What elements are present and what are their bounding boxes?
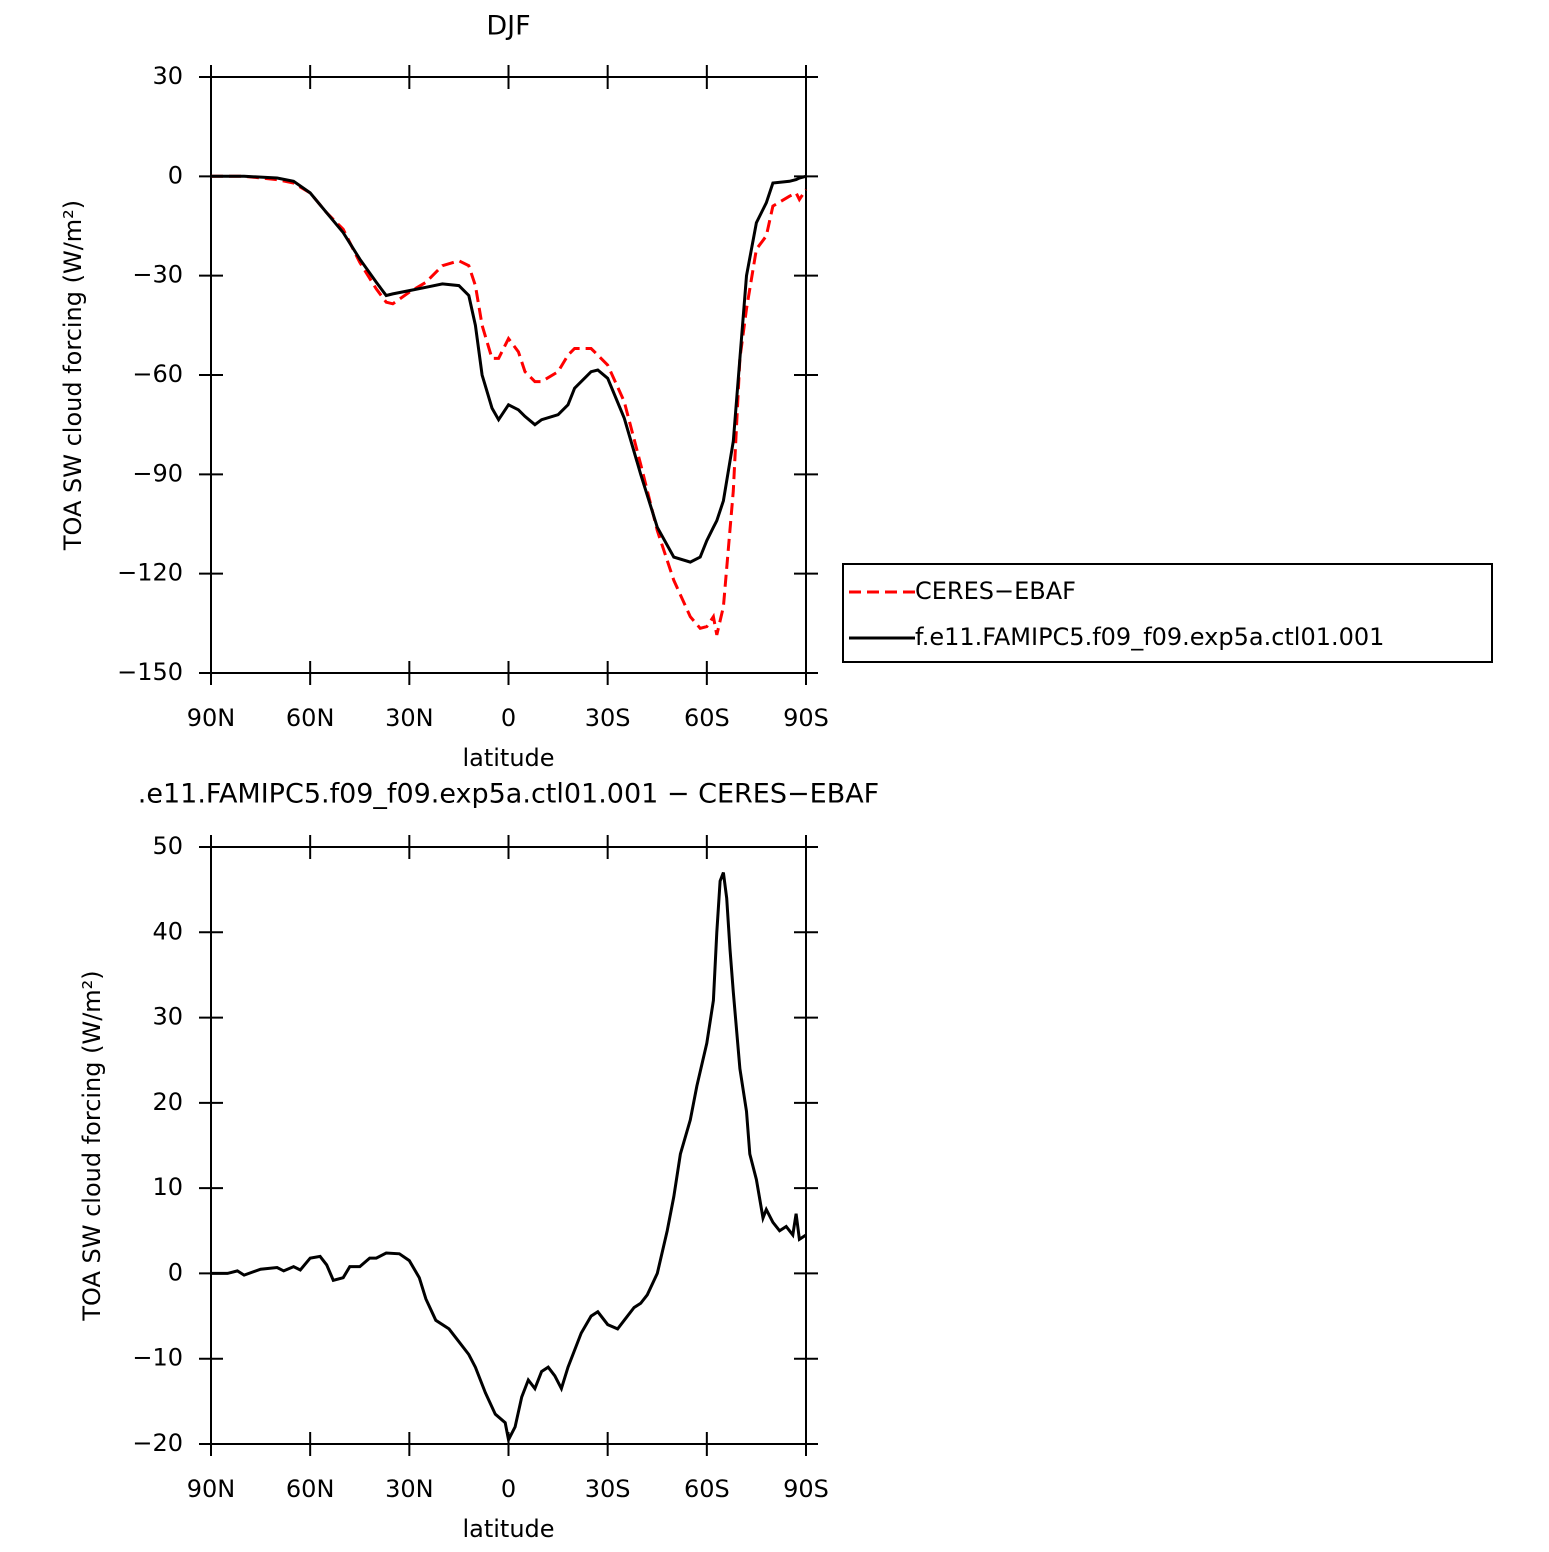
y-tick-label: −150: [117, 658, 183, 686]
y-tick-label: 40: [152, 917, 183, 945]
x-axis-label: latitude: [462, 1515, 554, 1543]
x-tick-label: 30N: [385, 1475, 434, 1503]
y-tick-label: 50: [152, 832, 183, 860]
y-tick-label: −90: [132, 459, 183, 487]
x-tick-label: 60N: [286, 704, 335, 732]
x-tick-label: 90S: [783, 704, 829, 732]
legend-label: f.e11.FAMIPC5.f09_f09.exp5a.ctl01.001: [915, 623, 1384, 651]
y-tick-label: −30: [132, 261, 183, 289]
chart-title: DJF: [486, 11, 530, 42]
x-tick-label: 90N: [187, 1475, 236, 1503]
plot-frame: [210, 76, 807, 674]
y-tick-label: 30: [152, 1003, 183, 1031]
y-tick-label: 0: [168, 161, 183, 189]
x-tick-label: 60S: [684, 1475, 730, 1503]
y-tick-label: 0: [168, 1258, 183, 1286]
y-tick-label: −60: [132, 360, 183, 388]
y-tick-label: −120: [117, 559, 183, 587]
x-tick-label: 60N: [286, 1475, 335, 1503]
legend-box: [842, 563, 1493, 663]
chart-title: .e11.FAMIPC5.f09_f09.exp5a.ctl01.001 − C…: [138, 779, 879, 810]
legend-label: CERES−EBAF: [915, 577, 1076, 605]
y-tick-label: −10: [132, 1344, 183, 1372]
y-axis-label: TOA SW cloud forcing (W/m²): [59, 200, 87, 551]
y-tick-label: 10: [152, 1173, 183, 1201]
data-line: [211, 872, 807, 1445]
x-tick-label: 90N: [187, 704, 236, 732]
x-tick-label: 60S: [684, 704, 730, 732]
x-tick-label: 90S: [783, 1475, 829, 1503]
y-tick-label: 30: [152, 62, 183, 90]
x-tick-label: 0: [501, 1475, 516, 1503]
x-tick-label: 30S: [585, 704, 631, 732]
y-tick-label: −20: [132, 1429, 183, 1457]
x-tick-label: 0: [501, 704, 516, 732]
y-axis-label: TOA SW cloud forcing (W/m²): [78, 970, 106, 1321]
y-tick-label: 20: [152, 1088, 183, 1116]
data-line: [211, 174, 807, 564]
x-tick-label: 30S: [585, 1475, 631, 1503]
x-axis-label: latitude: [462, 744, 554, 772]
x-tick-label: 30N: [385, 704, 434, 732]
